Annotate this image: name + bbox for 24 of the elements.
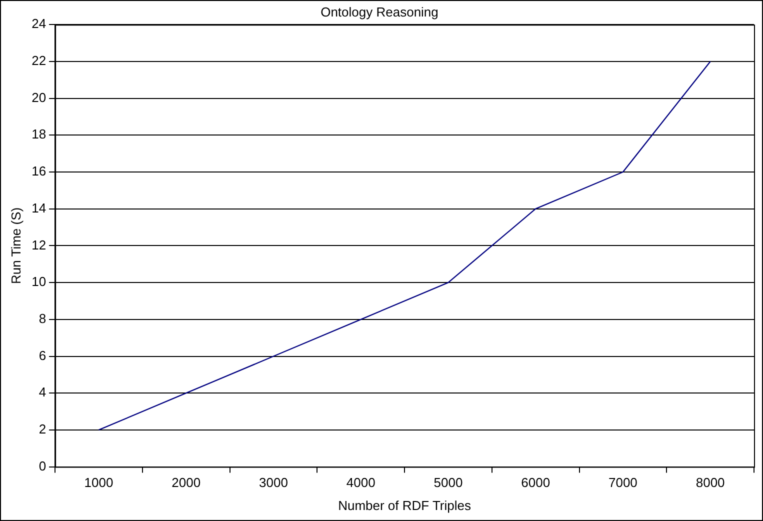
y-tick-label: 10 xyxy=(32,274,46,290)
y-tick-label: 6 xyxy=(38,348,46,363)
y-tick-label: 14 xyxy=(32,200,46,216)
y-tick-label: 2 xyxy=(38,422,46,437)
x-tick-label: 1000 xyxy=(84,475,114,490)
y-tick-label: 12 xyxy=(32,237,46,252)
x-tick-label: 4000 xyxy=(346,475,376,490)
y-tick-label: 22 xyxy=(32,53,46,68)
chart-title: Ontology Reasoning xyxy=(320,4,438,20)
x-axis-title: Number of RDF Triples xyxy=(338,498,472,513)
y-tick-label: 0 xyxy=(38,458,46,474)
y-tick-label: 20 xyxy=(32,90,46,105)
x-tick-label: 6000 xyxy=(521,475,550,490)
y-axis-title: Run Time (S) xyxy=(8,207,24,284)
x-tick-label: 7000 xyxy=(608,475,638,490)
y-tick-label: 8 xyxy=(38,310,46,326)
y-tick-label: 16 xyxy=(32,164,46,179)
y-tick-label: 24 xyxy=(32,16,46,32)
x-tick-label: 3000 xyxy=(259,475,288,490)
x-tick-label: 5000 xyxy=(434,475,463,490)
y-tick-label: 4 xyxy=(38,384,46,400)
x-tick-label: 8000 xyxy=(696,475,725,490)
y-tick-label: 18 xyxy=(32,126,46,142)
x-tick-label: 2000 xyxy=(172,475,201,490)
